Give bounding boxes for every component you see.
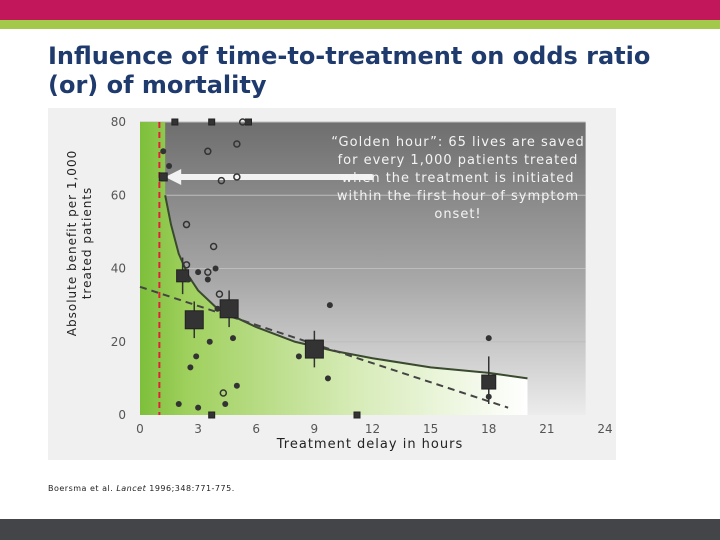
footer-bar [0,519,720,540]
data-point-filled [485,393,492,400]
golden-hour-annotation: “Golden hour”: 65 lives are saved for ev… [331,135,585,222]
data-point-filled [187,364,194,371]
data-point-square [208,118,216,126]
data-point-filled [175,401,182,408]
data-point-filled [230,335,236,342]
linear-trend-line [139,285,509,409]
data-point-open [233,173,241,181]
y-tick-label: 60 [111,188,126,202]
x-tick-label: 12 [365,422,380,436]
annotation-arrow-head [165,168,182,185]
data-point-open [209,242,218,251]
data-point-filled [212,265,219,272]
x-tick-label: 18 [481,422,496,436]
x-tick-label: 0 [136,422,144,436]
data-point-filled [195,269,202,276]
data-point-filled [185,276,192,283]
data-point-open [217,176,226,185]
data-point-filled [324,375,331,382]
y-tick-label: 20 [111,335,126,349]
data-point-square [208,411,216,419]
header-bar [0,0,720,20]
data-point-filled [295,353,302,360]
reference-citation: 1996;348:771-775. [146,484,235,493]
data-point-square [353,411,361,419]
data-point-open [182,261,191,269]
y-tick-label: 0 [118,408,126,422]
header-stripe [0,20,720,29]
data-point-open [204,268,212,276]
data-point-square [481,374,497,390]
reference-journal: Lancet [116,484,147,493]
data-point-filled [233,382,240,389]
data-point-filled [195,404,202,411]
data-point-open [219,389,228,397]
y-tick-label: 40 [111,262,126,276]
y-axis-label: Absolute benefit per 1,000 treated patie… [65,149,94,337]
data-point-square [158,172,168,182]
data-point-square [304,339,324,359]
data-point-filled [326,302,333,309]
data-point-square [184,310,204,330]
x-tick-label: 24 [597,422,612,436]
data-point-open [182,220,191,229]
x-tick-label: 9 [311,422,319,436]
data-point-filled [204,276,211,283]
data-point-square [171,118,179,126]
slide-title: Influence of time-to-treatment on odds r… [48,42,651,99]
data-point-filled [206,338,213,345]
data-point-filled [214,305,221,312]
benefit-area [140,122,528,415]
data-point-square [219,299,239,319]
data-point-filled [193,353,200,360]
data-point-filled [160,148,167,155]
data-point-open [204,147,212,156]
y-tick-label: 80 [111,115,126,129]
x-tick-label: 15 [423,422,438,436]
data-point-open [238,118,247,126]
x-tick-label: 21 [539,422,554,436]
data-point-filled [222,401,229,408]
data-point-open [233,140,241,148]
x-axis-label: Treatment delay in hours [276,437,464,452]
x-tick-label: 6 [252,422,260,436]
data-point-filled [485,335,492,342]
data-point-open [215,290,224,298]
x-tick-label: 3 [194,422,202,436]
reference: Boersma et al. Lancet 1996;348:771-775. [48,484,235,493]
data-point-filled [166,162,173,169]
reference-authors: Boersma et al. [48,484,117,493]
